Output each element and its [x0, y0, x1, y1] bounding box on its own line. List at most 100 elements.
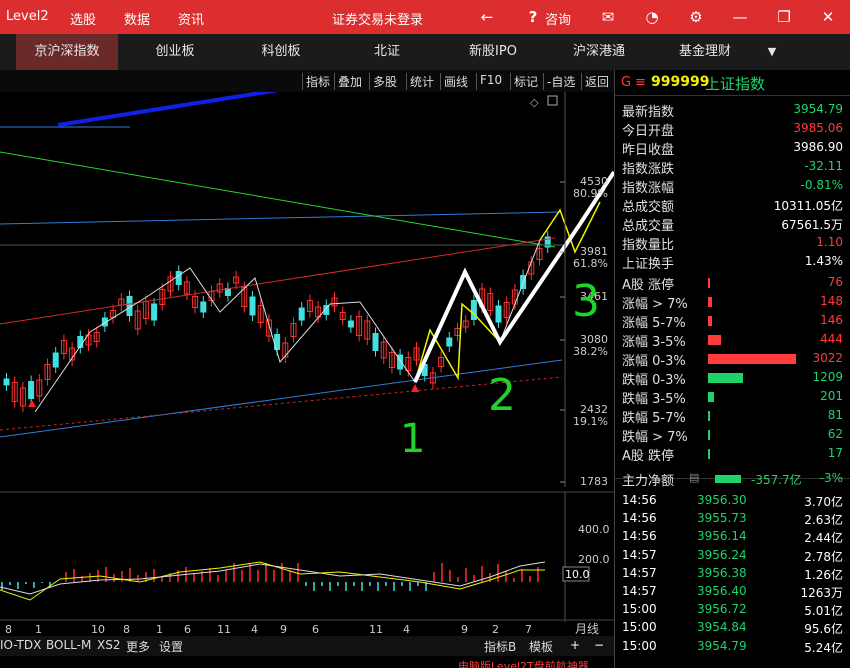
quote-label: 上证换手	[622, 257, 675, 272]
ind-tdx[interactable]: IO-TDX	[0, 638, 42, 652]
trend-line-red-dashed	[0, 376, 563, 431]
breadth-label: 跌幅 0-3%	[622, 373, 686, 388]
app-name: Level2	[6, 9, 49, 24]
menu-icon[interactable]: ≡	[635, 75, 646, 90]
login-status[interactable]: 证券交易未登录	[332, 13, 424, 28]
breadth-value: 76	[827, 275, 843, 289]
btn-mark[interactable]: 标记	[510, 73, 538, 90]
breadth-value: 62	[827, 427, 843, 441]
gear-icon[interactable]: ⚙	[689, 8, 703, 26]
y-tick-pct: 38.2%	[573, 345, 608, 358]
tick-price: 3956.30	[697, 493, 747, 507]
main-flow-label: 主力净额	[622, 474, 675, 489]
y-tick-pct: 19.1%	[573, 415, 608, 428]
ind-template[interactable]: 模板	[529, 640, 554, 654]
tick-time: 14:57	[622, 584, 657, 598]
menu-xuangu[interactable]: 选股	[70, 13, 97, 28]
ind-xs2[interactable]: XS2	[97, 638, 121, 652]
back-arrow-icon[interactable]: ←	[480, 8, 494, 26]
yellow-path	[414, 302, 501, 383]
promo-banner[interactable]: 电脑版Level2T盘前航神器	[458, 660, 589, 668]
breadth-label: A股 跌停	[622, 449, 675, 464]
kline-svg: 453080.9%398161.8%3461308038.2%243219.1%…	[0, 92, 614, 636]
tab-dropdown-icon[interactable]: ▼	[767, 45, 777, 58]
x-tick: 4	[403, 623, 410, 636]
tick-volume: 5.01亿	[804, 604, 843, 619]
x-tick: 11	[369, 623, 383, 636]
breadth-row: A股 涨停 76	[615, 273, 850, 293]
quote-row: 昨日收盘 3986.90	[615, 138, 850, 158]
x-tick: 9	[280, 623, 287, 636]
quote-label: 指数量比	[622, 238, 675, 253]
x-tick: 6	[312, 623, 319, 636]
tab-jinghushen-index[interactable]: 京沪深指数	[16, 34, 118, 70]
x-tick: 1	[156, 623, 163, 636]
add-indicator-icon[interactable]: +	[570, 638, 581, 652]
breadth-label: 涨幅 3-5%	[622, 335, 686, 350]
tab-hushen-ganggu[interactable]: 沪深港通	[572, 44, 625, 59]
kline-chart[interactable]: 4530 80.9% 3981 61.8% 3461 3080 38.2% 2432 19.1%…	[0, 92, 614, 668]
minimize-icon[interactable]: —	[732, 8, 748, 26]
btn-draw-line[interactable]: 画线	[440, 73, 468, 90]
btn-back[interactable]: 返回	[581, 73, 609, 90]
trend-line-blue-top	[0, 211, 561, 225]
btn-statistics[interactable]: 统计	[406, 73, 434, 90]
macd-tick-400: 400.0	[578, 523, 610, 536]
help-icon[interactable]: ?	[528, 8, 538, 26]
quote-value: 3985.06	[793, 121, 843, 135]
ind-settings[interactable]: 设置	[159, 640, 184, 654]
restore-icon[interactable]: ❐	[777, 8, 791, 26]
zigzag-line	[34, 239, 541, 413]
quote-panel: G ≡ 999999 上证指数 最新指数 3954.79 今日开盘 3985.06 昨日…	[614, 70, 850, 668]
trend-line-red	[0, 237, 556, 325]
consult-link[interactable]: 咨询	[545, 13, 572, 28]
breadth-value: 444	[820, 332, 843, 346]
tab-new-ipo[interactable]: 新股IPO	[469, 44, 517, 59]
remove-indicator-icon[interactable]: −	[594, 638, 605, 652]
tick-time: 15:00	[622, 620, 657, 635]
tab-kechuangban[interactable]: 科创板	[261, 44, 301, 59]
table-icon[interactable]: ▤	[689, 471, 700, 484]
x-tick: 10	[91, 623, 105, 636]
tick-volume: 2.44亿	[804, 531, 843, 546]
breadth-row: 涨幅 3-5% 444	[615, 330, 850, 350]
tick-time: 14:57	[622, 565, 657, 580]
tab-fund-wealth[interactable]: 基金理财	[678, 44, 731, 59]
breadth-value: 146	[820, 313, 843, 327]
x-tick: 11	[217, 623, 231, 636]
pie-chart-icon[interactable]: ◔	[645, 8, 659, 26]
y-tick: 3981	[580, 245, 608, 258]
ind-more[interactable]: 更多	[126, 640, 151, 654]
btn-indicator[interactable]: 指标	[302, 73, 330, 90]
tick-price: 3956.40	[697, 584, 747, 598]
breadth-bar	[708, 411, 710, 421]
menu-shuju[interactable]: 数据	[124, 13, 151, 28]
btn-multi-stock[interactable]: 多股	[369, 73, 397, 90]
quote-row: 总成交量 67561.5万	[615, 214, 850, 234]
y-tick: 3461	[580, 290, 608, 303]
mail-icon[interactable]: ✉	[601, 8, 615, 26]
breadth-bar	[708, 373, 743, 383]
main-flow-value: -357.7亿	[751, 473, 802, 487]
close-icon[interactable]: ✕	[821, 8, 835, 26]
ind-b[interactable]: 指标B	[484, 640, 517, 654]
tab-chuangyeban[interactable]: 创业板	[155, 44, 195, 59]
ind-boll[interactable]: BOLL-M	[46, 638, 92, 652]
quote-value: 67561.5万	[781, 218, 843, 232]
breadth-value: 81	[827, 408, 843, 422]
tick-volume: 1.26亿	[804, 567, 843, 582]
square-icon	[547, 95, 558, 106]
btn-f10[interactable]: F10	[476, 73, 502, 90]
tick-price: 3956.24	[697, 547, 747, 562]
trend-line-green	[0, 151, 556, 248]
tick-volume: 2.63亿	[804, 513, 843, 528]
breadth-bar	[708, 335, 721, 345]
menu-zixun[interactable]: 资讯	[178, 13, 205, 28]
btn-overlay[interactable]: 叠加	[334, 73, 362, 90]
btn-add-watchlist[interactable]: -自选	[543, 73, 575, 90]
tick-price: 3954.79	[697, 638, 747, 653]
tick-volume: 2.78亿	[804, 549, 843, 564]
tick-row: 14:57 3956.38 1.26亿	[615, 565, 850, 583]
tab-beizheng[interactable]: 北证	[373, 44, 400, 59]
quote-value: 3986.90	[793, 140, 843, 154]
